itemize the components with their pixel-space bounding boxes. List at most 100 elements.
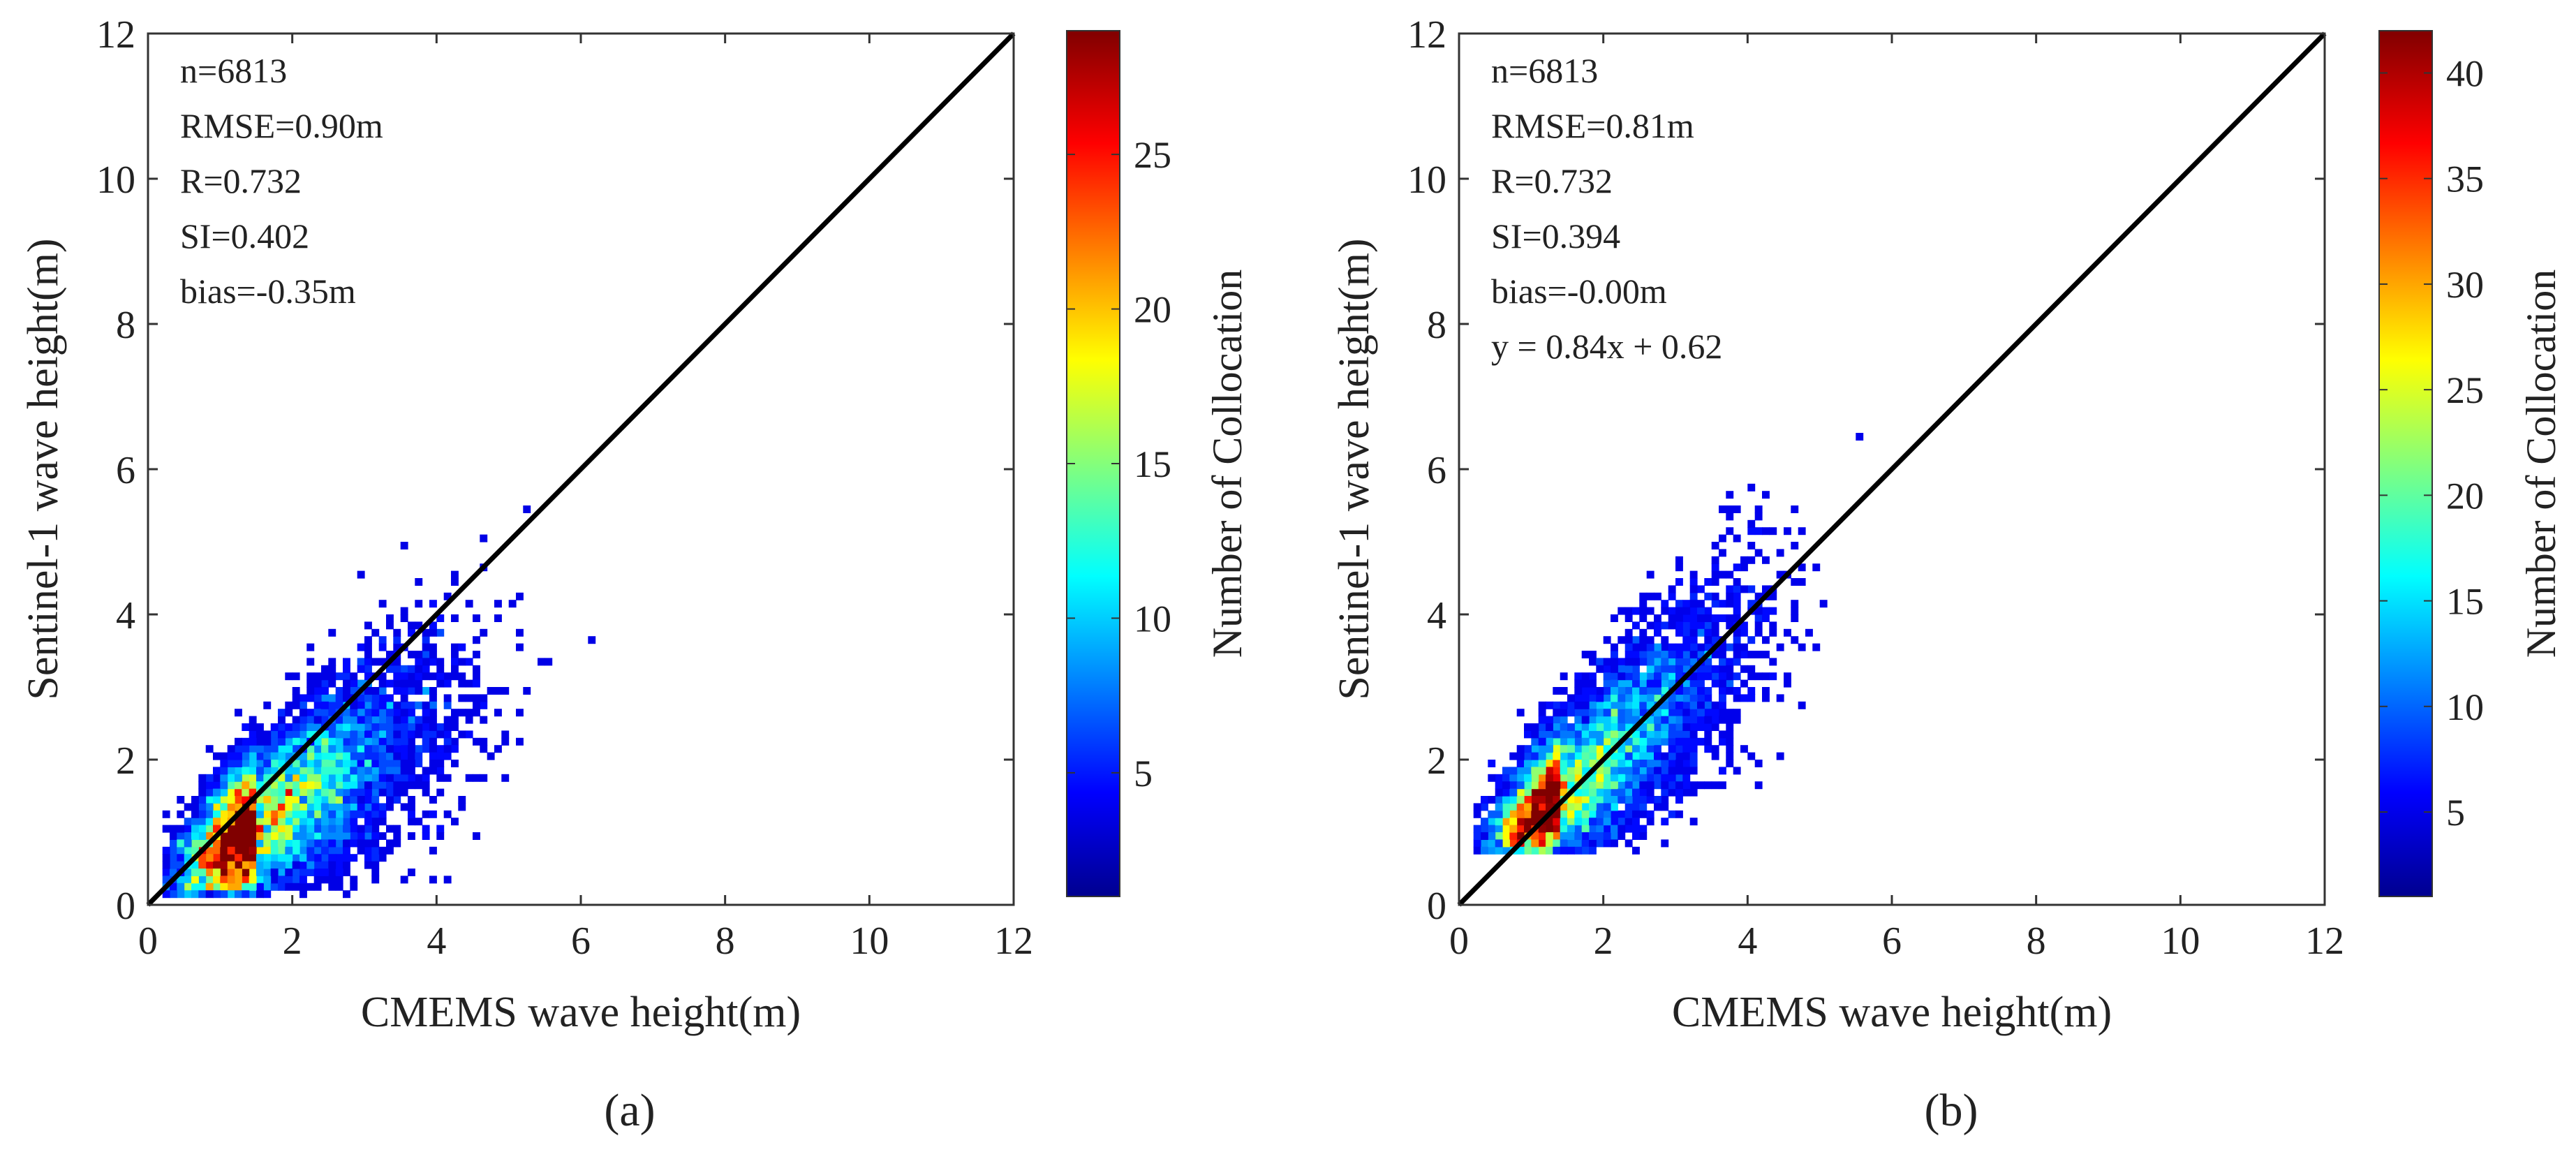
heatmap-cell <box>408 628 415 637</box>
heatmap-cell <box>1538 760 1546 767</box>
heatmap-cell <box>422 832 430 840</box>
heatmap-cell <box>1747 636 1756 644</box>
heatmap-cell <box>1603 810 1611 818</box>
heatmap-cell <box>256 869 264 876</box>
heatmap-cell <box>443 752 452 760</box>
heatmap-cell <box>422 716 430 724</box>
heatmap-cell <box>1733 534 1741 542</box>
heatmap-cell <box>408 665 415 673</box>
heatmap-cell <box>357 796 365 804</box>
heatmap-cell <box>1654 687 1661 695</box>
heatmap-cell <box>191 796 199 804</box>
heatmap-cell <box>1495 803 1503 811</box>
heatmap-cell <box>306 832 315 840</box>
heatmap-cell <box>1639 701 1648 709</box>
heatmap-cell <box>516 709 524 717</box>
heatmap-cell <box>415 745 423 753</box>
heatmap-cell <box>1495 846 1503 855</box>
heatmap-cell <box>400 709 408 717</box>
heatmap-cell <box>227 767 235 775</box>
heatmap-cell <box>1682 774 1691 782</box>
heatmap-cell <box>321 774 329 782</box>
heatmap-cell <box>249 723 257 731</box>
heatmap-cell <box>1689 600 1698 608</box>
heatmap-cell <box>1675 600 1683 608</box>
heatmap-cell <box>1546 737 1553 746</box>
heatmap-cell <box>357 803 365 811</box>
heatmap-cell <box>364 643 372 651</box>
heatmap-cell <box>1639 709 1648 717</box>
heatmap-cell <box>465 774 473 782</box>
heatmap-cell <box>1546 803 1553 811</box>
heatmap-cell <box>1798 578 1806 586</box>
heatmap-cell <box>1689 636 1698 644</box>
heatmap-cell <box>393 628 401 637</box>
heatmap-cell <box>1603 788 1611 797</box>
heatmap-cell <box>1711 781 1719 790</box>
heatmap-cell <box>170 832 177 840</box>
heatmap-cell <box>1733 505 1741 513</box>
heatmap-cell <box>292 745 300 753</box>
heatmap-cell <box>1733 563 1741 572</box>
heatmap-cell <box>501 730 510 739</box>
heatmap-cell <box>1618 825 1626 833</box>
heatmap-cell <box>292 803 300 811</box>
heatmap-cell <box>465 709 473 717</box>
heatmap-cell <box>306 846 315 855</box>
heatmap-cell <box>1689 585 1698 593</box>
heatmap-cell <box>191 883 199 891</box>
heatmap-cell <box>1704 621 1712 630</box>
heatmap-cell <box>1675 745 1683 753</box>
heatmap-cell <box>299 854 307 862</box>
heatmap-cell <box>227 774 235 782</box>
heatmap-cell <box>1704 607 1712 615</box>
heatmap-cell <box>357 767 365 775</box>
heatmap-cell <box>1719 730 1726 739</box>
colorbar-tick-label: 40 <box>2446 52 2484 94</box>
heatmap-cell <box>415 701 423 709</box>
heatmap-cell <box>1509 796 1518 804</box>
heatmap-cell <box>227 781 235 790</box>
heatmap-cell <box>408 818 415 826</box>
heatmap-cell <box>393 723 401 731</box>
y-axis-label: Sentinel-1 wave height(m) <box>20 238 67 700</box>
heatmap-cell <box>256 883 264 891</box>
heatmap-cell <box>436 774 445 782</box>
heatmap-cell <box>1646 723 1655 731</box>
heatmap-cell <box>235 854 242 862</box>
heatmap-cell <box>1639 745 1648 753</box>
heatmap-cell <box>1603 701 1611 709</box>
heatmap-cell <box>1546 760 1553 767</box>
heatmap-cell <box>1754 614 1763 622</box>
heatmap-cell <box>371 832 380 840</box>
heatmap-cell <box>235 709 242 717</box>
heatmap-cell <box>227 752 235 760</box>
heatmap-cell <box>429 628 437 637</box>
heatmap-cell <box>321 767 329 775</box>
colorbar-label: Number of Collocation <box>2518 269 2564 658</box>
heatmap-cell <box>1603 803 1611 811</box>
heatmap-cell <box>285 788 293 797</box>
heatmap-cell <box>400 665 408 673</box>
heatmap-cell <box>1546 839 1553 848</box>
heatmap-cell <box>436 767 445 775</box>
heatmap-cell <box>270 767 279 775</box>
heatmap-cell <box>263 832 272 840</box>
heatmap-cell <box>321 803 329 811</box>
heatmap-cell <box>480 694 488 702</box>
stat-line: SI=0.402 <box>180 216 309 256</box>
heatmap-cell <box>1574 694 1583 702</box>
heatmap-cell <box>1560 723 1568 731</box>
heatmap-cell <box>328 883 336 891</box>
heatmap-cell <box>299 832 307 840</box>
heatmap-cell <box>335 774 343 782</box>
heatmap-cell <box>249 803 257 811</box>
heatmap-cell <box>1589 781 1597 790</box>
heatmap-cell <box>1769 527 1777 536</box>
heatmap-cell <box>1719 505 1726 513</box>
heatmap-cell <box>1704 716 1712 724</box>
heatmap-cell <box>235 788 242 797</box>
heatmap-cell <box>1611 803 1618 811</box>
heatmap-cell <box>1632 672 1640 681</box>
